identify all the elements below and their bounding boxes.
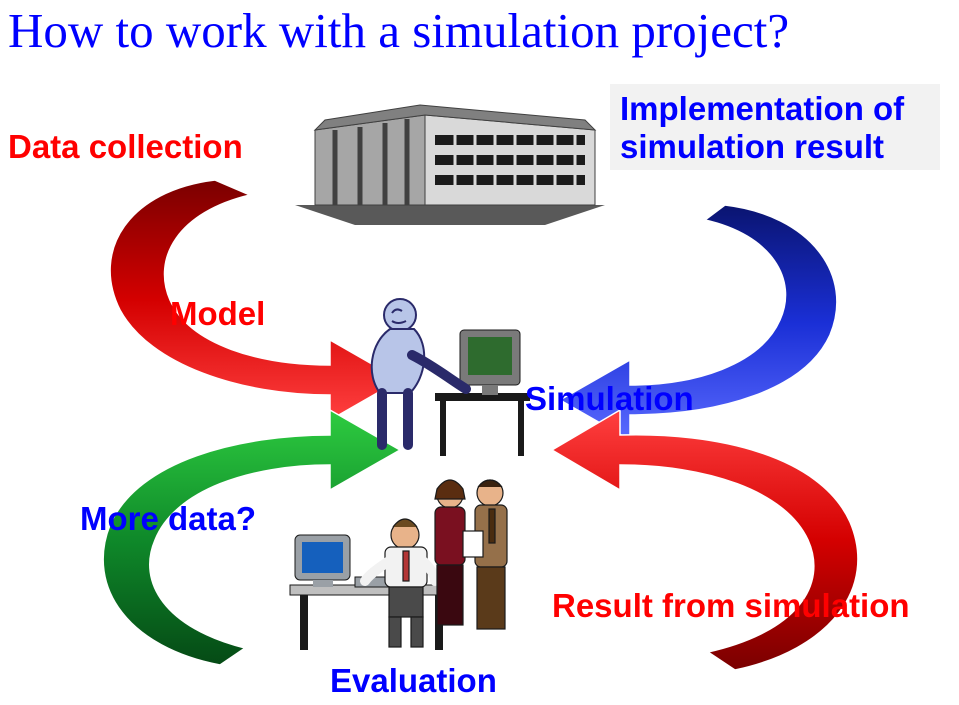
diagram-stage: How to work with a simulation project? bbox=[0, 0, 959, 705]
building-icon bbox=[295, 85, 605, 225]
label-more-data: More data? bbox=[80, 500, 256, 538]
label-result-from-simulation: Result from simulation bbox=[552, 587, 910, 625]
user-at-computer-icon bbox=[340, 295, 540, 465]
label-simulation: Simulation bbox=[525, 380, 694, 418]
arrow-red-lower bbox=[552, 410, 858, 670]
evaluation-group-icon bbox=[285, 465, 545, 660]
label-evaluation: Evaluation bbox=[330, 662, 497, 700]
label-model: Model bbox=[170, 295, 265, 333]
label-implementation-line2: simulation result bbox=[620, 128, 884, 166]
slide-title: How to work with a simulation project? bbox=[8, 2, 789, 59]
label-data-collection: Data collection bbox=[8, 128, 243, 166]
label-implementation-line1: Implementation of bbox=[620, 90, 904, 128]
